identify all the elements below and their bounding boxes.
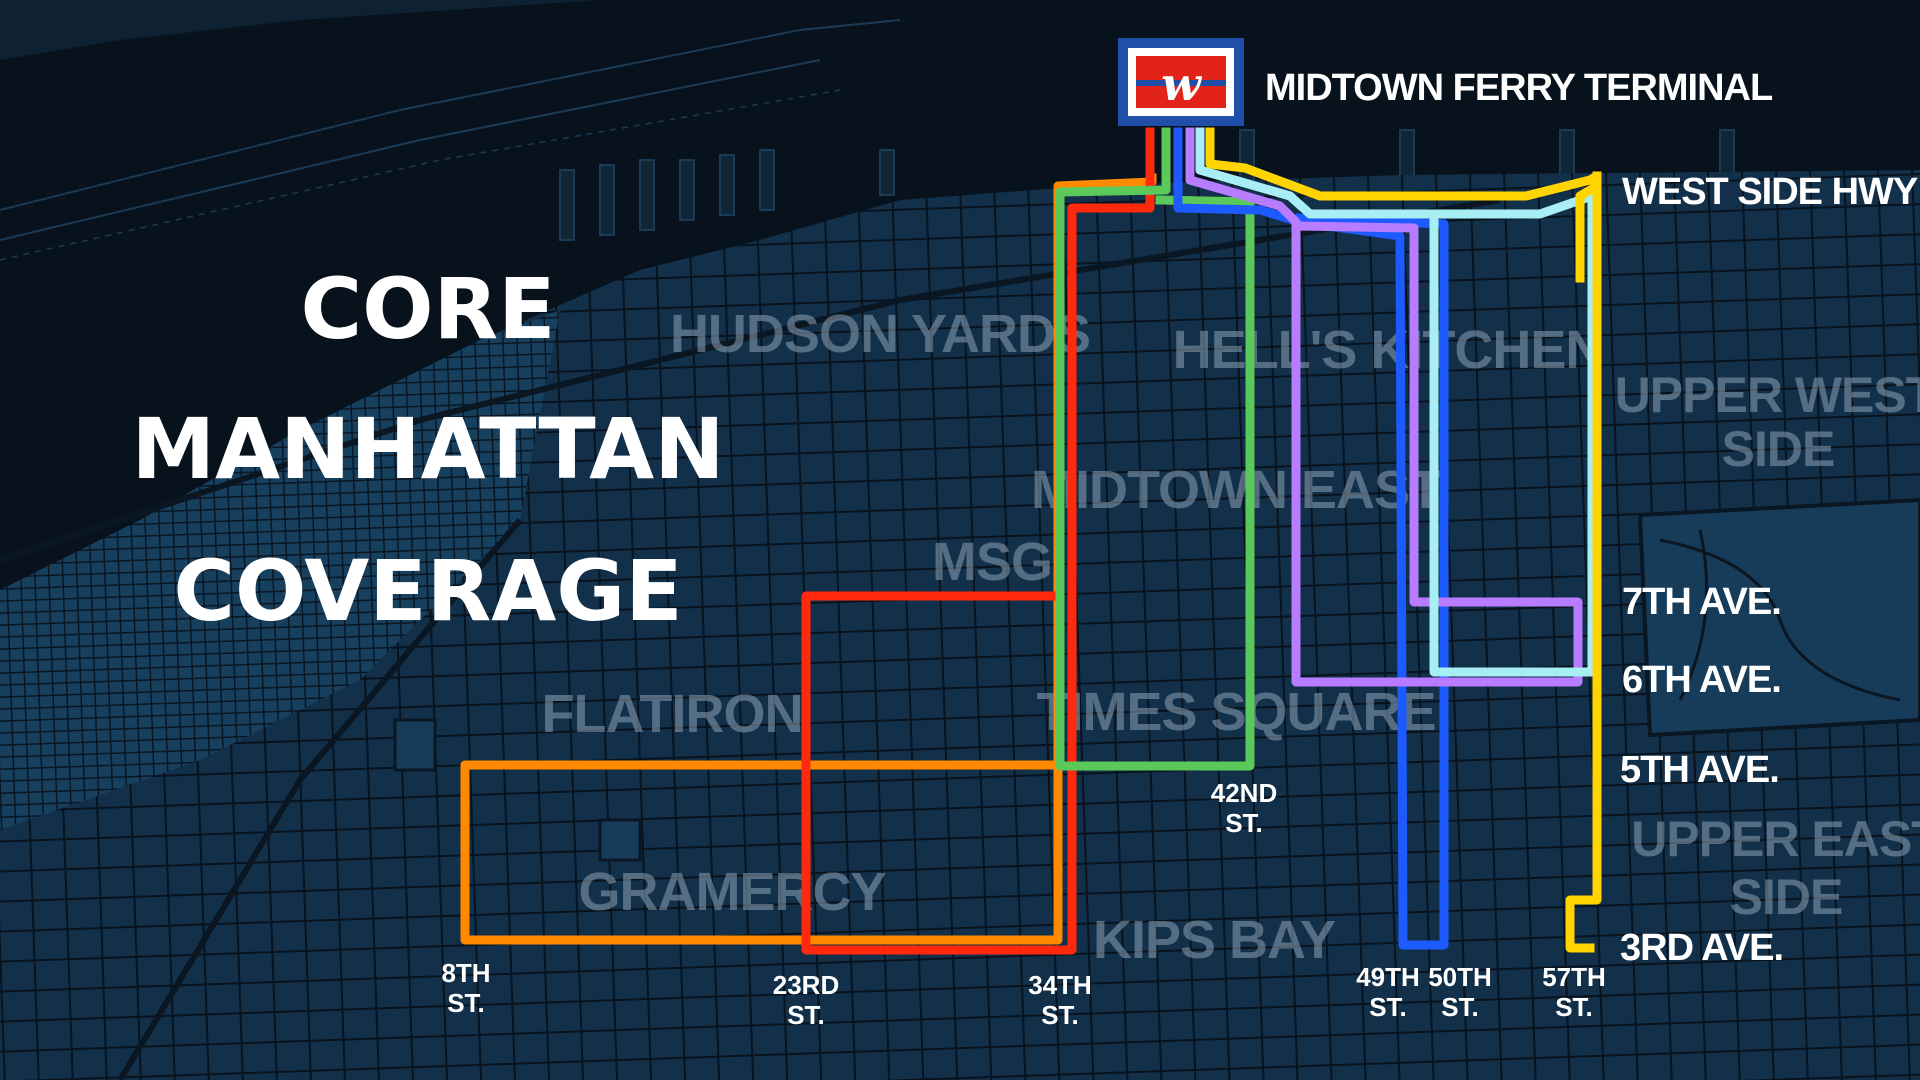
neighborhood-labels: HUDSON YARDS HELL'S KITCHEN UPPER WEST S… bbox=[542, 304, 1920, 970]
label-23rd-st-line1: 23RD bbox=[773, 970, 839, 1000]
route-purple bbox=[1185, 127, 1583, 687]
neighborhood-upper-east-line1: UPPER EAST bbox=[1631, 811, 1920, 867]
label-7th-ave: 7TH AVE. bbox=[1622, 581, 1781, 623]
title-line-3: COVERAGE bbox=[173, 542, 682, 640]
label-57th-st-line2: ST. bbox=[1555, 992, 1593, 1022]
street-labels: 8TH ST. 23RD ST. 34TH ST. 42ND ST. 49TH … bbox=[441, 778, 1605, 1030]
title-line-1: CORE bbox=[300, 260, 555, 358]
route-yellow bbox=[1205, 127, 1602, 953]
label-50th-st-line1: 50TH bbox=[1428, 962, 1492, 992]
avenue-labels: WEST SIDE HWY 7TH AVE. 6TH AVE. 5TH AVE.… bbox=[1620, 171, 1919, 969]
terminal-name: MIDTOWN FERRY TERMINAL bbox=[1265, 67, 1773, 109]
lower-manhattan-grid bbox=[0, 310, 560, 830]
nj-shore bbox=[0, 0, 600, 60]
neighborhood-gramercy: GRAMERCY bbox=[578, 862, 886, 922]
title: CORE MANHATTAN COVERAGE bbox=[131, 260, 724, 640]
label-west-side-hwy: WEST SIDE HWY bbox=[1622, 171, 1918, 213]
neighborhood-kips-bay: KIPS BAY bbox=[1093, 910, 1336, 970]
neighborhood-upper-west-line1: UPPER WEST bbox=[1615, 367, 1920, 423]
label-8th-st-line1: 8TH bbox=[441, 958, 490, 988]
neighborhood-times-square: TIMES SQUARE bbox=[1036, 682, 1435, 742]
neighborhood-flatiron: FLATIRON bbox=[542, 684, 803, 744]
route-red bbox=[801, 127, 1155, 955]
label-8th-st-line2: ST. bbox=[447, 988, 485, 1018]
routes bbox=[460, 127, 1602, 955]
label-6th-ave: 6TH AVE. bbox=[1622, 659, 1781, 701]
route-yellow-spur bbox=[1575, 171, 1602, 283]
neighborhood-upper-east-line2: SIDE bbox=[1730, 869, 1843, 925]
label-23rd-st-line2: ST. bbox=[787, 1000, 825, 1030]
title-line-2: MANHATTAN bbox=[131, 400, 724, 498]
label-34th-st-line2: ST. bbox=[1041, 1000, 1079, 1030]
logo-letter: w bbox=[1161, 57, 1202, 111]
label-49th-st-line2: ST. bbox=[1369, 992, 1407, 1022]
label-57th-st-line1: 57TH bbox=[1542, 962, 1606, 992]
label-50th-st-line2: ST. bbox=[1441, 992, 1479, 1022]
neighborhood-hells-kitchen: HELL'S KITCHEN bbox=[1173, 320, 1604, 380]
route-orange bbox=[460, 173, 1157, 945]
label-34th-st-line1: 34TH bbox=[1028, 970, 1092, 1000]
label-42nd-st-line2: ST. bbox=[1225, 808, 1263, 838]
neighborhood-midtown-east: MIDTOWN EAST bbox=[1031, 460, 1442, 520]
label-42nd-st-line1: 42ND bbox=[1211, 778, 1277, 808]
neighborhood-upper-west-line2: SIDE bbox=[1722, 421, 1835, 477]
ferry-logo-icon: w bbox=[1118, 38, 1244, 126]
label-5th-ave: 5TH AVE. bbox=[1620, 749, 1779, 791]
route-blue bbox=[1173, 127, 1449, 950]
neighborhood-hudson-yards: HUDSON YARDS bbox=[670, 304, 1090, 364]
label-3rd-ave: 3RD AVE. bbox=[1620, 927, 1783, 969]
piers bbox=[559, 129, 1735, 241]
label-49th-st-line1: 49TH bbox=[1356, 962, 1420, 992]
neighborhood-msg: MSG bbox=[932, 532, 1052, 592]
route-cyan bbox=[1195, 127, 1597, 677]
